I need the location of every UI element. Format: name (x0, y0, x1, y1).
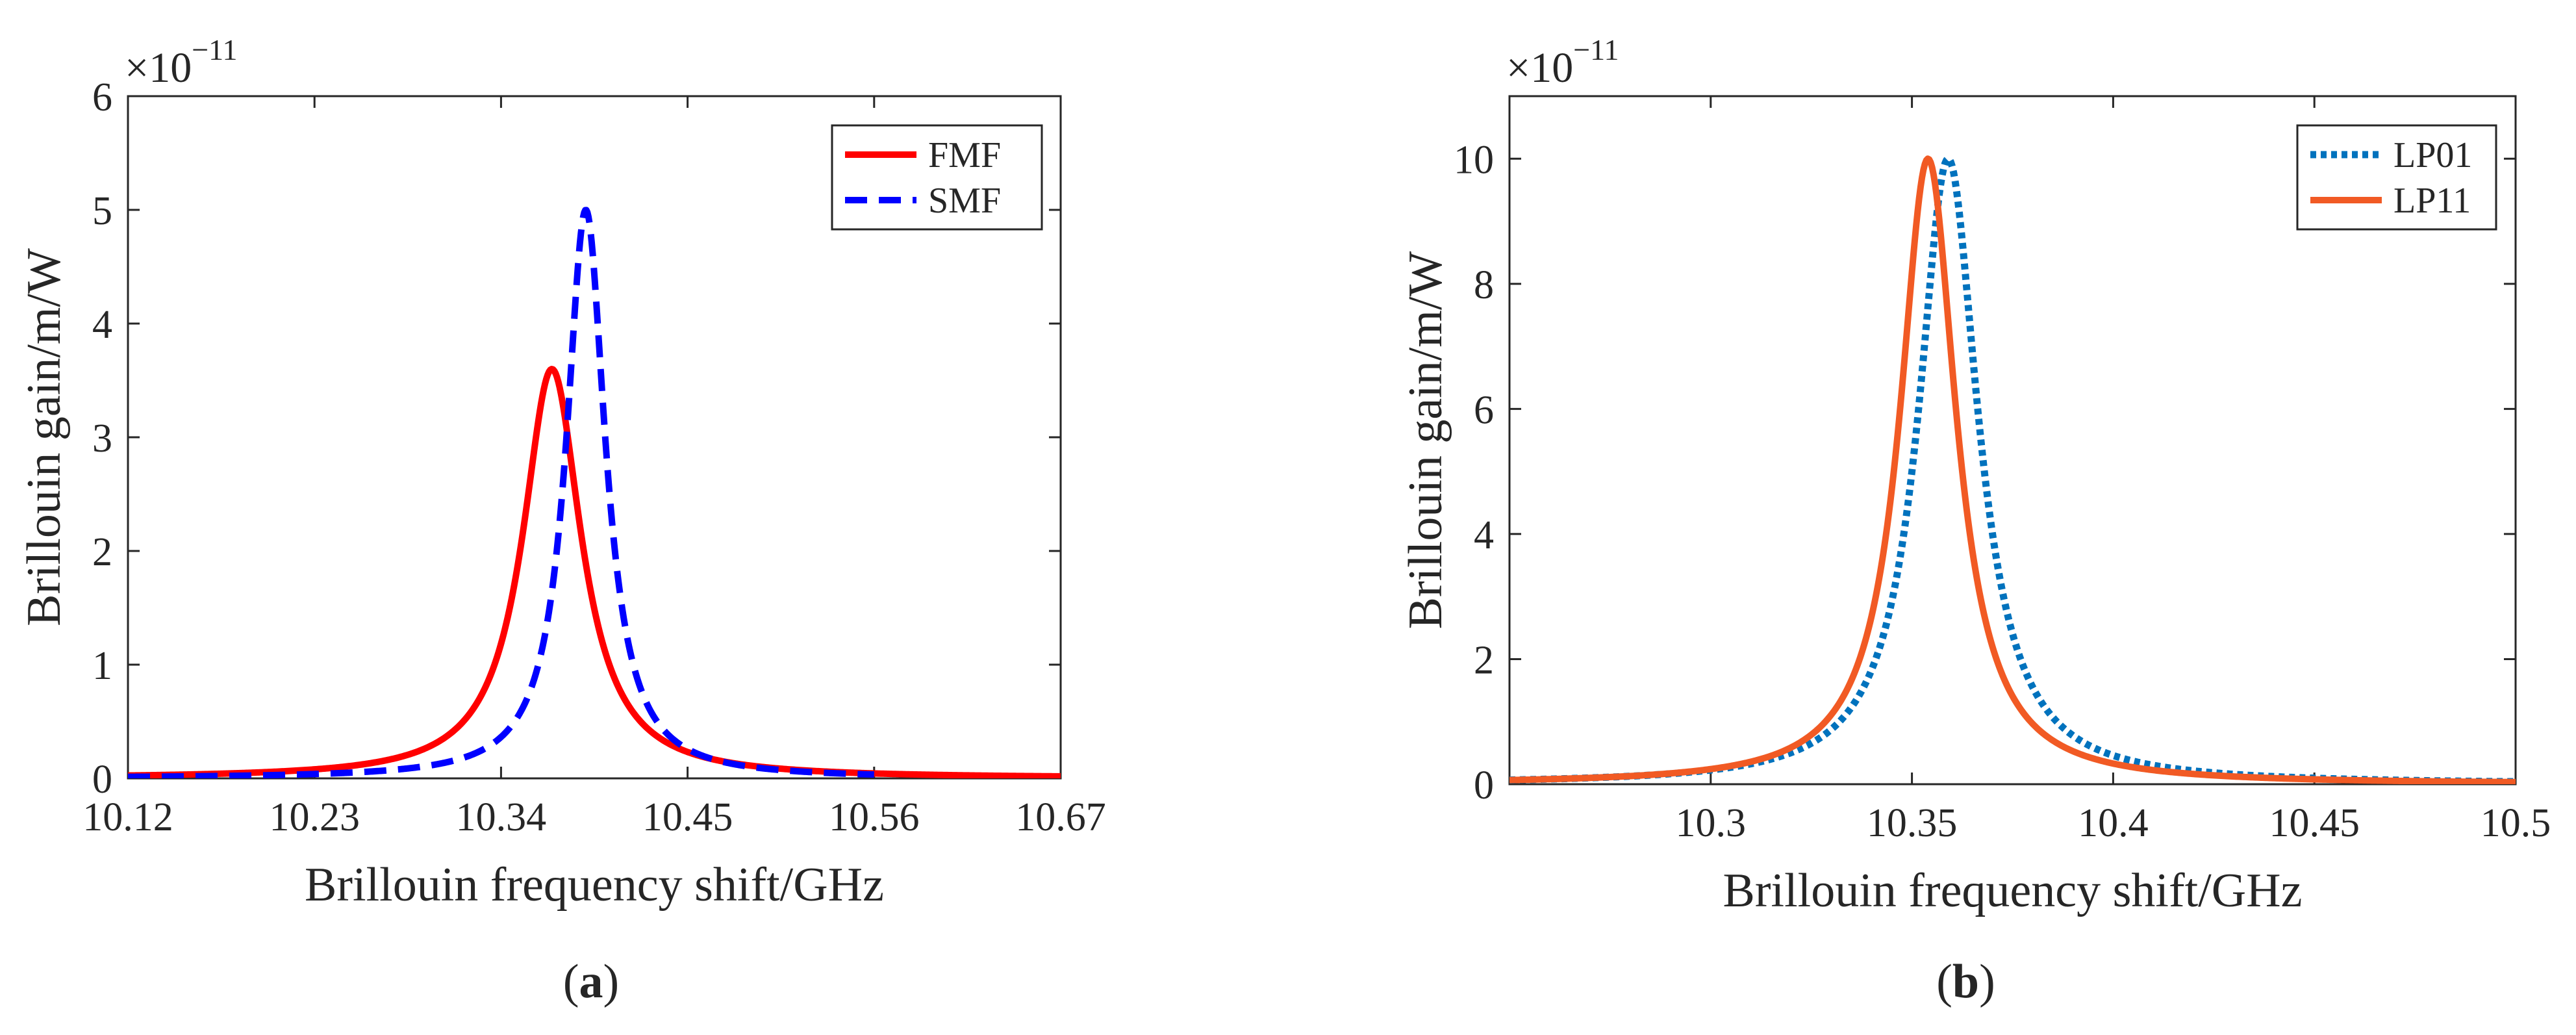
y-tick-label: 5 (92, 189, 112, 233)
x-tick-label: 10.23 (269, 795, 360, 839)
y-axis-label: Brillouin gain/m/W (1399, 251, 1452, 630)
y-tick-label: 2 (1474, 638, 1494, 682)
legend-label: SMF (928, 181, 1001, 221)
y-axis-label: Brillouin gain/m/W (18, 248, 71, 626)
multiplier-exponent: −11 (1573, 33, 1619, 66)
x-tick-label: 10.35 (1867, 801, 1958, 845)
multiplier-base: ×10 (1506, 44, 1573, 92)
y-tick-label: 1 (92, 644, 112, 688)
caption-close: ) (1979, 955, 1995, 1008)
legend-box (2296, 124, 2497, 231)
x-tick-label: 10.12 (82, 795, 173, 839)
y-tick-label: 3 (92, 416, 112, 461)
y-tick-label: 0 (92, 758, 112, 802)
y-tick-label: 10 (1454, 138, 1494, 182)
legend-label: LP11 (2393, 181, 2471, 221)
series-line-lp11 (1509, 155, 2516, 784)
y-tick-label: 4 (92, 303, 112, 347)
legend-label: FMF (928, 135, 1001, 175)
multiplier-base: ×10 (125, 44, 192, 92)
caption-open: ( (1936, 955, 1952, 1008)
legend-box (831, 124, 1043, 231)
y-tick-label: 2 (92, 530, 112, 574)
series-group (128, 207, 1061, 778)
y-tick-label: 6 (1474, 388, 1494, 432)
legend-label: LP01 (2393, 135, 2472, 175)
x-tick-label: 10.45 (642, 795, 733, 839)
panel-caption: (b) (1936, 955, 1995, 1008)
x-tick-label: 10.45 (2269, 801, 2360, 845)
x-tick-label: 10.67 (1015, 795, 1106, 839)
y-tick-label: 8 (1474, 263, 1494, 307)
x-axis-label: Brillouin frequency shift/GHz (305, 858, 884, 912)
panel-b-chart: 10.3 10.35 10.4 10.45 10.5 0 2 4 6 8 10 ×10−11 Brill… (1399, 33, 2551, 1008)
series-line-fmf (128, 366, 1061, 778)
y-tick-label: 0 (1474, 763, 1494, 808)
series-line-smf (128, 207, 877, 778)
x-tick-label: 10.3 (1676, 801, 1747, 845)
y-tick-label: 6 (92, 75, 112, 120)
y-axis-multiplier: ×10−11 (1506, 33, 1619, 92)
x-tick-label: 10.56 (829, 795, 920, 839)
caption-letter: a (579, 955, 603, 1008)
multiplier-exponent: −11 (192, 33, 237, 66)
series-group (1509, 155, 2516, 784)
x-tick-label: 10.34 (456, 795, 547, 839)
caption-letter: b (1952, 955, 1979, 1008)
caption-open: ( (563, 955, 579, 1008)
panel-caption: (a) (563, 955, 619, 1008)
caption-close: ) (603, 955, 620, 1008)
x-axis-label: Brillouin frequency shift/GHz (1723, 864, 2303, 917)
panel-a-chart: 10.12 10.23 10.34 10.45 10.56 10.67 0 1 2 3 4 5 6 ×10… (18, 33, 1106, 1008)
y-axis-multiplier: ×10−11 (125, 33, 237, 92)
x-tick-label: 10.5 (2481, 801, 2551, 845)
y-tick-label: 4 (1474, 513, 1494, 557)
x-tick-label: 10.4 (2078, 801, 2149, 845)
